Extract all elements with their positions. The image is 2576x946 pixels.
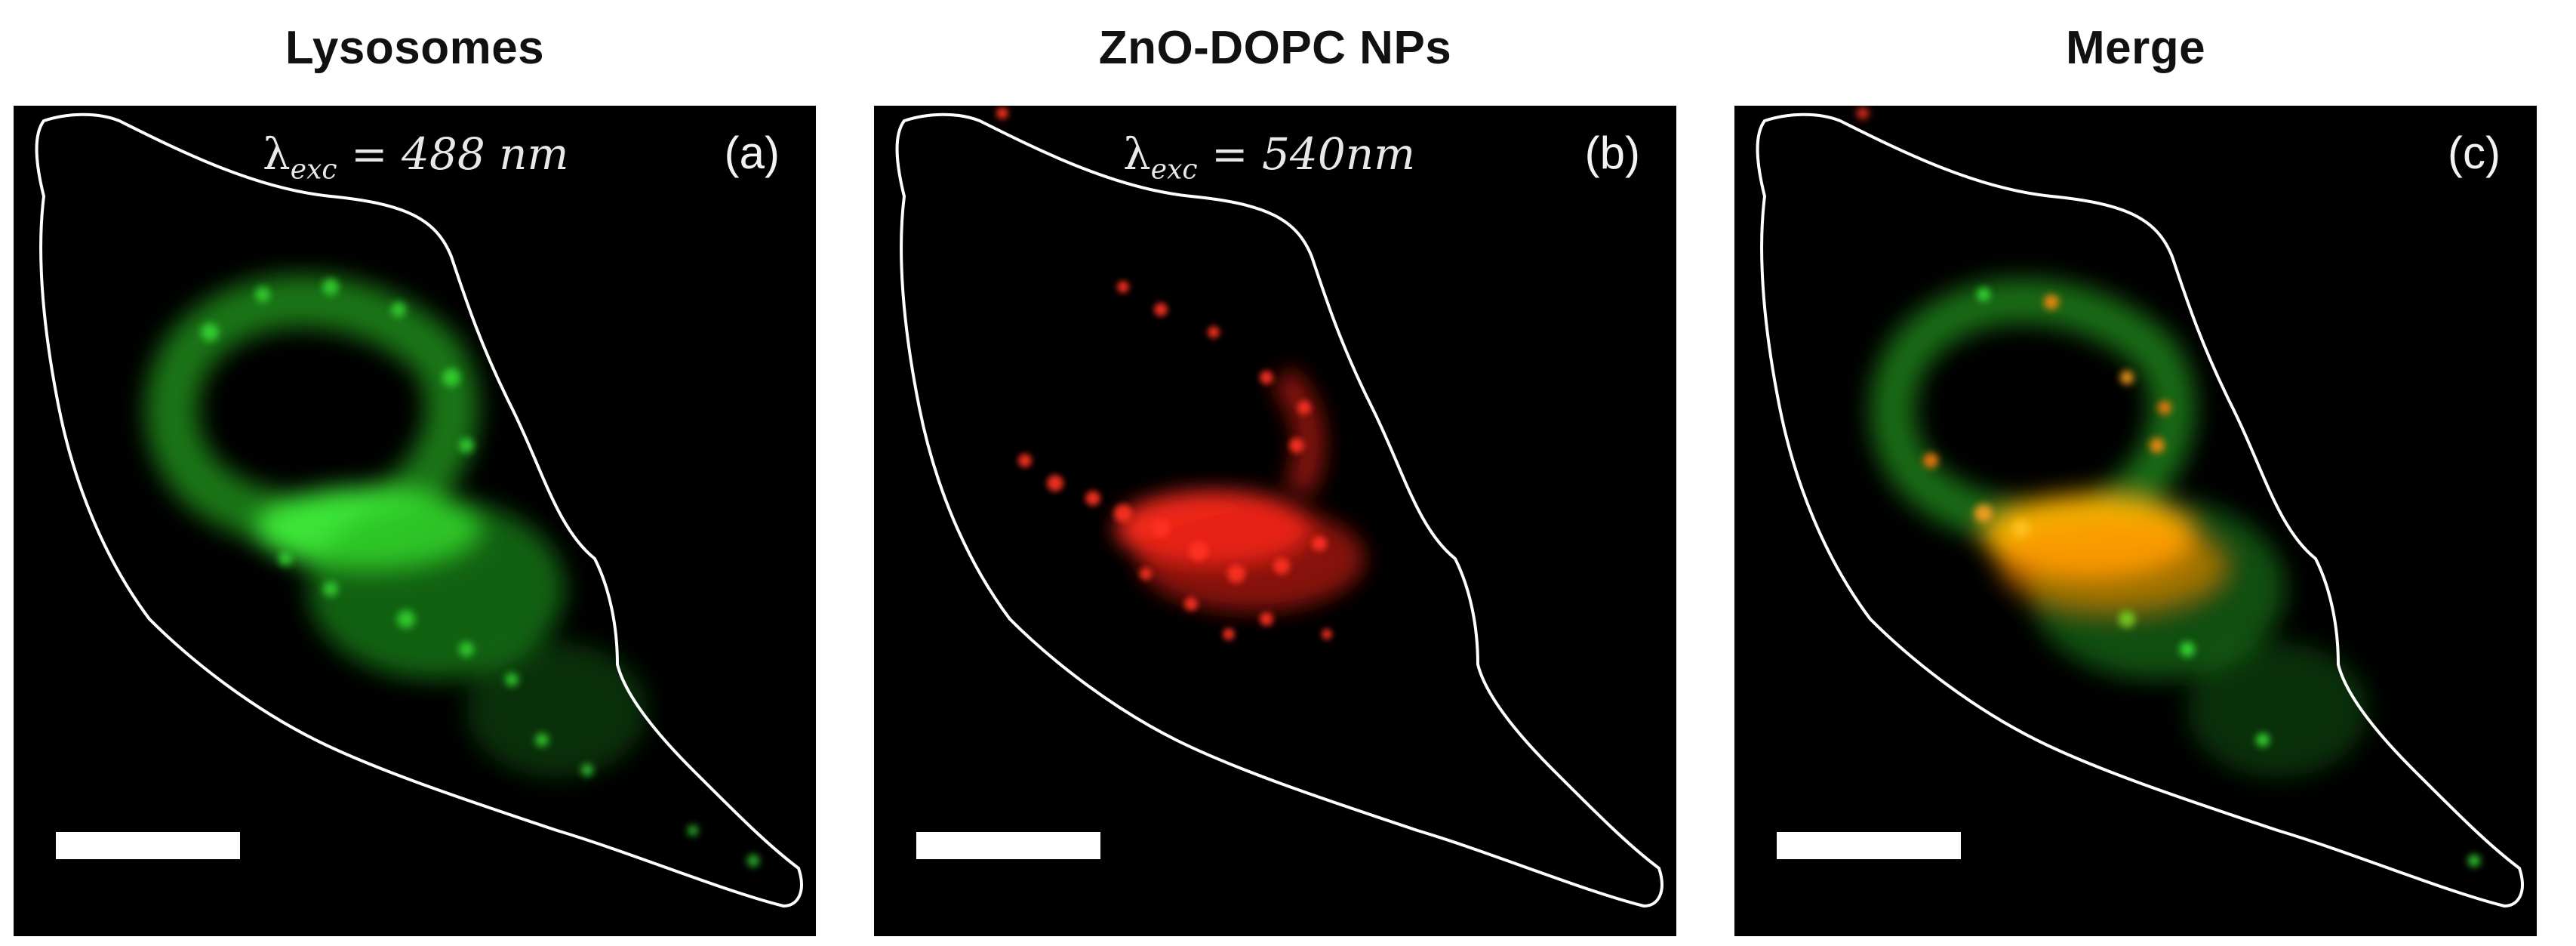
scale-bar [1777,832,1961,859]
merge-puncta [1857,107,2480,867]
green-signal [145,274,648,778]
cell-outline [35,112,803,908]
lambda-symbol: λ [263,128,291,180]
panel-title: Merge [2065,22,2206,74]
excitation-value: = 488 nm [350,128,569,180]
panel-c: Merge (c [1734,0,2537,946]
panel-label: (a) [724,128,780,178]
micrograph-canvas [895,107,1663,908]
green-puncta [201,279,759,867]
scale-bar [56,832,240,859]
micrograph-canvas [1756,107,2524,908]
cell-outline [1756,112,2524,908]
micrograph: λexc = 488 nm (a) [14,106,816,936]
red-puncta [996,107,1332,640]
panel-title: Lysosomes [285,22,545,74]
scale-bar [916,832,1100,859]
micrograph-canvas [35,112,803,908]
panel-label: (b) [1584,128,1640,178]
lambda-subscript: exc [1150,154,1198,186]
panel-b: ZnO-DOPC NPs λexc [874,0,1676,946]
panel-label: (c) [2448,128,2501,178]
cell-outline [895,112,1663,908]
excitation-wavelength: λexc = 488 nm [263,128,569,186]
panel-title: ZnO-DOPC NPs [1098,22,1452,74]
micrograph: (c) [1734,106,2537,936]
red-signal [1116,366,1365,612]
excitation-wavelength: λexc = 540nm [1123,128,1415,186]
panel-a: Lysosomes λexc = 488 n [14,0,816,946]
excitation-value: = 540nm [1211,128,1416,180]
lambda-subscript: exc [290,154,337,186]
lambda-symbol: λ [1123,128,1151,180]
micrograph: λexc = 540nm (b) [874,106,1676,936]
